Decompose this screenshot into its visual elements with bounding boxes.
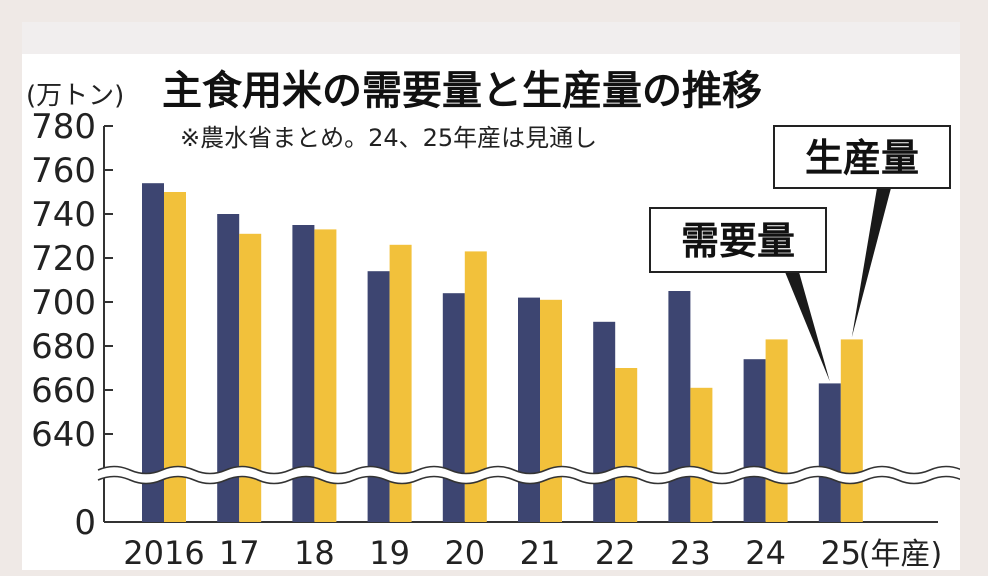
bar-production-17 [239,233,262,523]
bar-production-22 [615,368,638,522]
axis-break-line-top [97,465,960,475]
bar-production-20 [464,251,487,522]
x-unit-label: (年産) [859,537,942,570]
x-tick-label: 22 [595,534,636,570]
y-zero-label: 0 [74,503,96,543]
bar-demand-2016 [142,183,164,522]
legend-pointer-production [851,188,891,338]
axis-break-band [98,466,960,484]
legend-label-production: 生産量 [805,136,919,180]
rice-supply-demand-chart: (万トン) 主食用米の需要量と生産量の推移 ※農水省まとめ。24、25年産は見通… [26,68,960,570]
x-tick-label: 19 [369,534,410,570]
x-tick-label: 23 [670,534,711,570]
chart-card: (万トン) 主食用米の需要量と生産量の推移 ※農水省まとめ。24、25年産は見通… [22,22,960,570]
x-tick-label: 21 [520,534,561,570]
y-tick-label: 700 [31,283,96,323]
chart-note: ※農水省まとめ。24、25年産は見通し [180,124,597,152]
chart-title: 主食用米の需要量と生産量の推移 [162,68,762,114]
bar-demand-22 [593,321,616,522]
y-tick-label: 760 [31,151,96,191]
y-tick-label: 740 [31,195,96,235]
y-unit-label: (万トン) [26,81,124,111]
bar-production-21 [540,299,562,522]
bar-demand-19 [367,271,390,522]
x-tick-label: 20 [444,534,485,570]
y-tick-label: 660 [31,371,96,411]
y-tick-label: 720 [31,239,96,279]
header-band [22,22,960,54]
y-tick-label: 780 [31,107,96,147]
bar-demand-25 [818,383,841,522]
bar-production-18 [314,229,337,522]
x-tick-label: 18 [294,534,335,570]
x-tick-label: 17 [219,534,260,570]
bar-demand-23 [668,291,691,522]
legend-box-production [773,125,951,189]
y-tick-label: 680 [31,327,96,367]
bar-production-23 [690,387,713,522]
legend-label-demand: 需要量 [681,219,795,263]
x-tick-label: 24 [745,534,786,570]
legend-pointer-demand [785,272,830,382]
axis-break-line-bottom [97,475,960,485]
bar-production-2016 [164,192,186,522]
x-tick-label: 2016 [123,534,204,570]
bar-demand-20 [442,293,465,522]
bar-production-24 [765,339,788,522]
bar-demand-17 [217,214,240,522]
bar-demand-18 [292,225,315,522]
bar-demand-21 [518,297,540,522]
bar-production-25 [840,339,863,522]
x-tick-label: 25 [820,534,861,570]
legend-box-demand [649,207,827,273]
bar-demand-24 [743,359,766,522]
y-tick-label: 640 [31,415,96,455]
bar-production-19 [389,244,412,523]
